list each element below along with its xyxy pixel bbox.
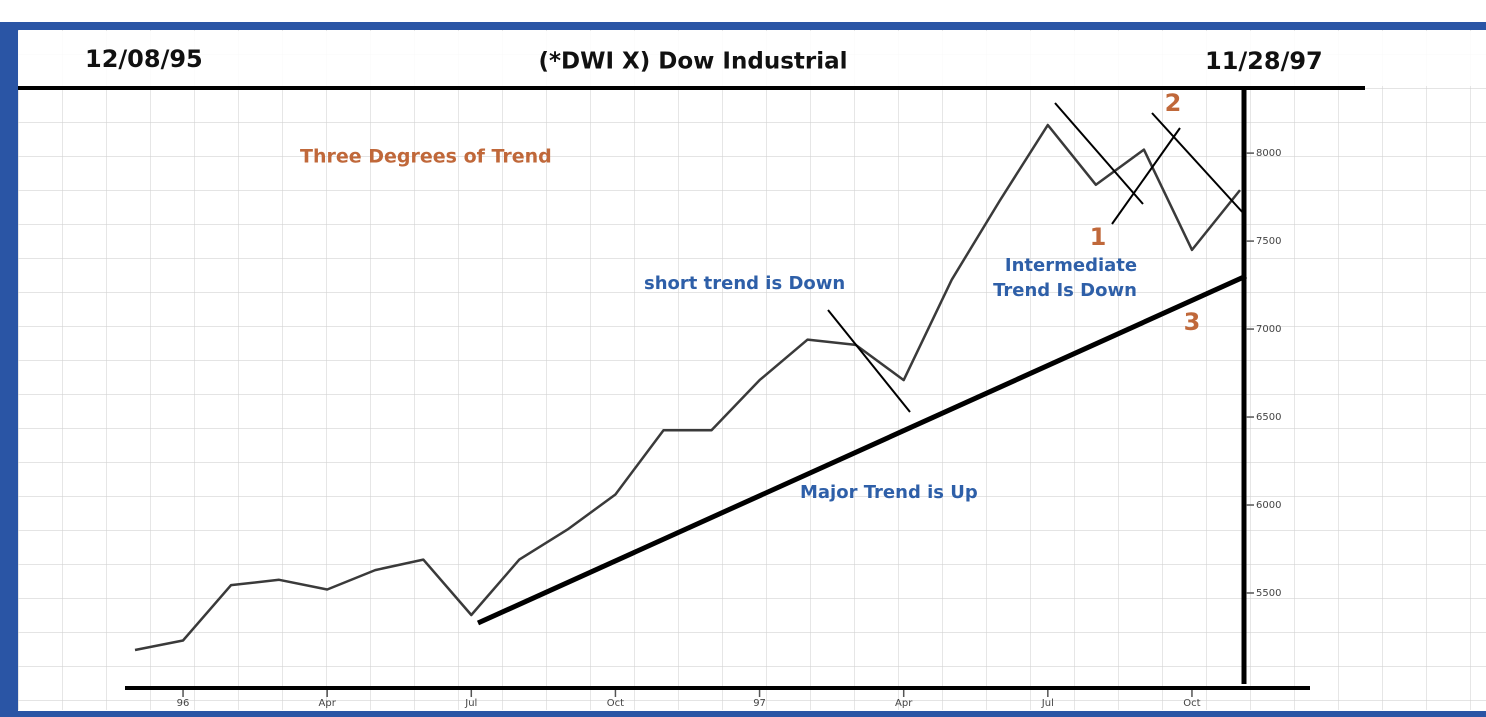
bottom-border [18,711,1486,717]
intermediate-trend-line [1054,102,1144,205]
annotation-intermediate: Trend Is Down [993,280,1137,301]
annotation-intermediate: Intermediate [1005,255,1137,276]
y-tick-label: 6000 [1256,500,1281,511]
x-tick-label: Jul [1041,698,1054,709]
x-tick-label: Apr [895,698,913,709]
x-tick-label: Oct [607,698,624,709]
top-border [0,22,1486,30]
annotation-short: short trend is Down [644,273,845,294]
y-tick-label: 5500 [1256,588,1281,599]
start-date: 12/08/95 [85,45,203,73]
point-label: 3 [1184,308,1201,336]
trend-lines [476,102,1248,626]
intermediate-trend-line [1111,127,1181,225]
short-trend-line [827,309,911,413]
x-tick-label: 97 [753,698,766,709]
point-label: 2 [1165,89,1182,117]
major-trend-line [476,273,1248,626]
intermediate-trend-line [1151,112,1246,216]
price-line [134,123,1241,652]
header-band [18,31,1486,86]
x-tick-label: Jul [464,698,477,709]
chart-title: (*DWI X) Dow Industrial [538,49,847,75]
annotation-heading: Three Degrees of Trend [300,146,552,168]
y-tick-label: 7500 [1256,236,1281,247]
y-tick-label: 8000 [1256,148,1281,159]
y-tick-label: 6500 [1256,412,1281,423]
end-date: 11/28/97 [1205,47,1323,75]
chart-paper [18,30,1486,710]
x-tick-label: Apr [319,698,337,709]
x-tick-label: 96 [177,698,190,709]
annotation-major: Major Trend is Up [800,482,978,503]
left-border [0,22,18,717]
y-tick-label: 7000 [1256,324,1281,335]
x-tick-label: Oct [1183,698,1200,709]
point-label: 1 [1090,223,1107,251]
plot: 5500 6000 6500 7000 7500 8000 96 Apr Jul Oct 97 Apr… [134,123,1281,709]
